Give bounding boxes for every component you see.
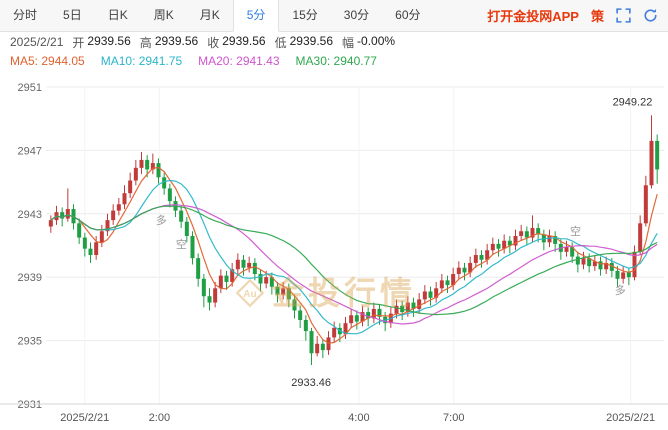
period-tabbar: 分时 5日 日K 周K 月K 5分 15分 30分 60分 打开金投网APP 策 [0, 0, 668, 32]
tabbar-right: 打开金投网APP 策 [487, 0, 668, 31]
x-axis-labels: 2025/2/21 2:00 4:00 7:00 2025/2/21 [60, 412, 655, 424]
svg-text:2951: 2951 [18, 82, 42, 94]
quote-date: 2025/2/21 [10, 35, 64, 49]
svg-text:2025/2/21: 2025/2/21 [60, 412, 109, 424]
period-tab-3[interactable]: 周K [153, 8, 174, 22]
watermark: Au 金投行情 [235, 275, 416, 311]
ma-legend: MA5: 2944.05 MA10: 2941.75 MA20: 2941.43 MA… [0, 52, 668, 69]
period-tab-8[interactable]: 60分 [395, 8, 421, 22]
svg-text:2025/2/21: 2025/2/21 [606, 412, 655, 424]
svg-text:2:00: 2:00 [149, 412, 170, 424]
svg-text:多: 多 [615, 283, 626, 297]
fullscreen-icon[interactable] [616, 8, 631, 23]
svg-text:空: 空 [176, 237, 187, 251]
svg-text:4:00: 4:00 [348, 412, 369, 424]
period-tab-1[interactable]: 5日 [63, 8, 82, 22]
period-tab-0[interactable]: 分时 [13, 8, 38, 22]
ma-legend-item-3: MA30: 2940.77 [295, 53, 377, 68]
svg-text:2933.46: 2933.46 [291, 377, 331, 389]
svg-text:金投行情: 金投行情 [271, 275, 416, 311]
period-tab-4[interactable]: 月K [199, 8, 220, 22]
ohlc-values: 开 2939.56 高 2939.56 收 2939.56 低 2939.56 幅 -0.00% [72, 34, 395, 51]
ma-line-ma10 [50, 179, 658, 335]
svg-text:2947: 2947 [18, 145, 42, 157]
ma-legend-item-2: MA20: 2941.43 [198, 53, 280, 68]
svg-text:2931: 2931 [18, 399, 42, 411]
ohlc-infobar: 2025/2/21 开 2939.56 高 2939.56 收 2939.56 低 2939.… [0, 32, 668, 52]
svg-text:空: 空 [570, 224, 581, 238]
strategy-button[interactable]: 策 [590, 9, 604, 24]
candlestick-series [48, 115, 660, 366]
candlestick-chart: 2951 2947 2943 2939 2935 2931 Au 金投行情 2949.22 293… [0, 82, 668, 424]
ohlc-item-4: 幅 -0.00% [342, 33, 396, 50]
ohlc-item-2: 收 2939.56 [207, 33, 266, 50]
svg-text:2949.22: 2949.22 [613, 96, 653, 108]
svg-text:2939: 2939 [18, 272, 42, 284]
period-tab-2[interactable]: 日K [107, 8, 128, 22]
svg-text:2943: 2943 [18, 209, 42, 221]
svg-text:7:00: 7:00 [443, 412, 464, 424]
ohlc-item-0: 开 2939.56 [72, 33, 131, 50]
ma-legend-item-0: MA5: 2944.05 [10, 53, 85, 68]
period-tab-5[interactable]: 5分 [232, 0, 280, 32]
open-app-link[interactable]: 打开金投网APP [487, 9, 579, 24]
ma-line-ma30 [50, 205, 658, 316]
svg-text:多: 多 [156, 213, 167, 227]
svg-text:Au: Au [243, 289, 256, 300]
ohlc-item-1: 高 2939.56 [139, 33, 199, 50]
period-tab-7[interactable]: 30分 [343, 8, 370, 22]
period-tab-6[interactable]: 15分 [292, 8, 318, 22]
period-tabs: 分时 5日 日K 周K 月K 5分 15分 30分 60分 [0, 0, 434, 32]
refresh-icon[interactable] [643, 8, 658, 23]
ohlc-item-3: 低 2939.56 [274, 33, 334, 50]
ma-legend-item-1: MA10: 2941.75 [100, 53, 183, 68]
gridlines: 2951 2947 2943 2939 2935 2931 [0, 82, 668, 411]
svg-text:2935: 2935 [18, 336, 42, 348]
